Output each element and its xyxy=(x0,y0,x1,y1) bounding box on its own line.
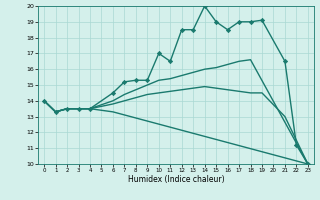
X-axis label: Humidex (Indice chaleur): Humidex (Indice chaleur) xyxy=(128,175,224,184)
